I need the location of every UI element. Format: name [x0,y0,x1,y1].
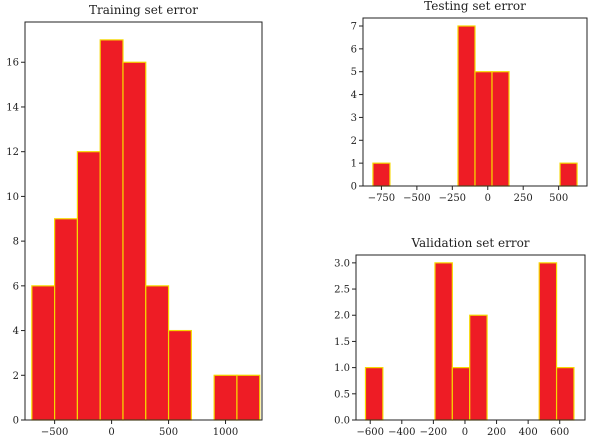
x-tick-label: 0 [462,427,468,438]
x-tick-label: 1000 [213,427,238,438]
histogram-bar [491,71,510,187]
y-tick-label: 16 [6,58,19,69]
y-tick-label: 2.5 [334,285,350,296]
y-tick-label: 7 [351,22,357,33]
axes-frame [24,21,263,421]
x-tick-label: −500 [403,193,430,204]
x-tick-label: −750 [368,193,395,204]
histogram-bar [236,374,261,421]
histogram-bar [31,285,56,421]
x-tick-label: −200 [420,427,447,438]
y-tick-label: 12 [6,147,19,158]
chart-title: Training set error [89,3,198,17]
x-tick-label: 400 [519,427,538,438]
y-tick-label: 1.5 [334,337,350,348]
x-tick-label: 200 [487,427,506,438]
y-tick-label: 6 [13,281,19,292]
y-tick-label: 10 [6,192,19,203]
y-tick-label: 1.0 [334,363,350,374]
histogram-bar [99,39,124,421]
y-tick-label: 3.0 [334,258,350,269]
y-tick-label: 1 [351,159,357,170]
histogram-bar [451,367,471,421]
y-tick-label: 2 [351,136,357,147]
histogram-bar [213,374,238,421]
x-tick-label: 600 [550,427,569,438]
x-tick-label: 250 [514,193,533,204]
chart-title: Validation set error [410,236,529,250]
y-tick-label: 0.5 [334,389,350,400]
chart-title: Testing set error [424,0,526,13]
y-tick-label: 0 [351,182,357,193]
histogram-bar [434,262,453,421]
histogram-bar [76,151,101,421]
y-tick-label: 5 [351,67,357,78]
y-tick-label: 2 [13,371,19,382]
y-tick-label: 4 [351,90,357,101]
histogram-bar [457,25,476,187]
histogram-bar [364,367,384,421]
histogram-bar [122,61,147,421]
histogram-bar [469,314,488,421]
histogram-bar [167,329,192,421]
x-tick-label: −250 [439,193,466,204]
x-tick-label: −600 [356,427,383,438]
validation-error-histogram: Validation set error 0.0 0.5 1.0 1.5 2.0 2.5 3.… [334,236,586,438]
x-tick-label: 0 [485,193,491,204]
histogram-bar [54,218,79,421]
y-tick-label: 3 [351,113,357,124]
x-tick-label: 500 [549,193,568,204]
testing-error-histogram: Testing set error 0 1 2 3 4 5 6 7 −750 −500 −250 0 25… [351,0,588,204]
histogram-bar [372,162,391,187]
x-tick-label: −500 [41,427,68,438]
histogram-bar [538,262,558,421]
x-tick-label: −400 [388,427,415,438]
x-tick-label: 0 [108,427,114,438]
x-tick-label: 500 [159,427,178,438]
training-error-histogram: Training set error 0 2 4 6 8 10 12 14 16 −500 0 500 1… [6,3,263,438]
y-tick-label: 6 [351,44,357,55]
histogram-bar [559,162,578,187]
y-tick-label: 2.0 [334,311,350,322]
y-tick-label: 0 [13,416,19,427]
y-tick-label: 14 [6,102,19,113]
y-tick-label: 0.0 [334,416,350,427]
axes-frame [355,254,586,421]
y-tick-label: 4 [13,326,19,337]
histogram-bar [145,285,170,421]
axes-frame [362,17,588,187]
histogram-bar [474,71,493,187]
y-tick-label: 8 [13,237,19,248]
histogram-bar [555,367,575,421]
